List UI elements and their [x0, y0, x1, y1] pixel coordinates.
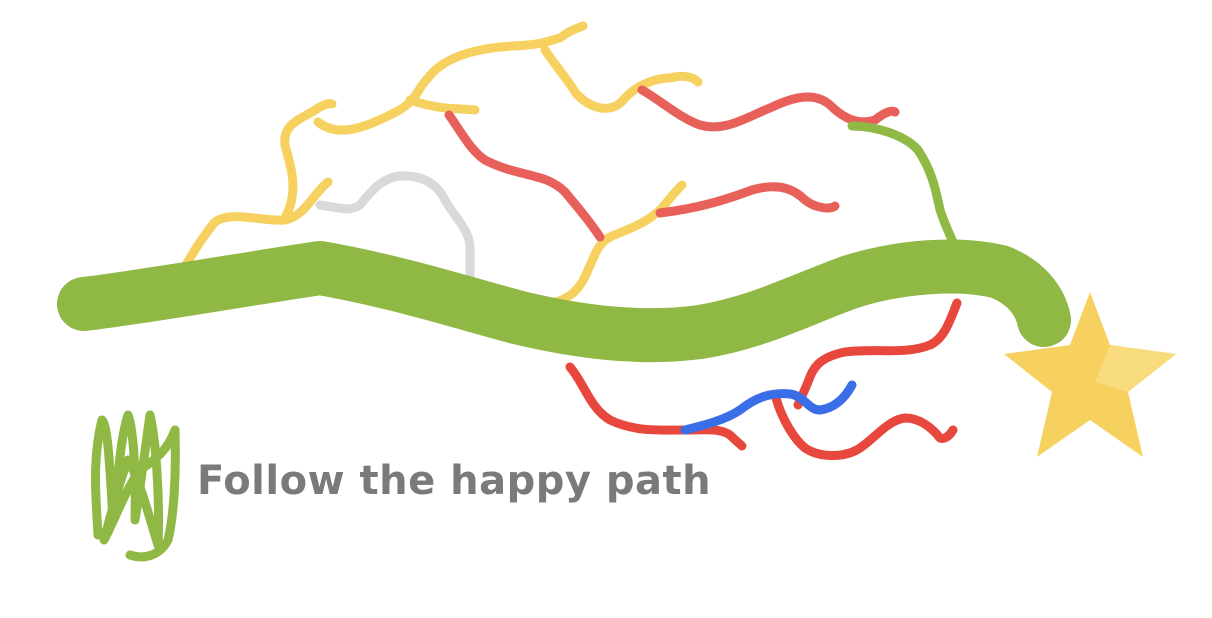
- happy-path: [57, 239, 1071, 363]
- red-paths-upper: [444, 85, 900, 242]
- yellow-paths: [173, 21, 703, 310]
- grey-path: [315, 171, 475, 290]
- blue-path: [680, 380, 857, 435]
- legend-scribble-icon: [91, 410, 180, 562]
- green-side-path: [847, 121, 958, 247]
- star-icon: [1004, 292, 1176, 457]
- caption-text: Follow the happy path: [197, 458, 712, 504]
